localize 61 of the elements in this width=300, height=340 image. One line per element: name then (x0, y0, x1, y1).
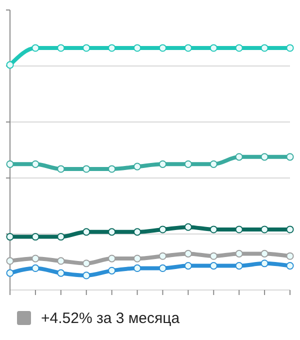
point (260, 260, 268, 268)
point (184, 250, 192, 258)
point (158, 226, 167, 234)
point (235, 44, 243, 52)
point (57, 232, 65, 241)
point (6, 160, 14, 168)
point (6, 257, 14, 265)
point (286, 252, 294, 260)
point (260, 250, 268, 258)
point (158, 252, 167, 260)
point (133, 228, 142, 236)
legend-label: +4.52% за 3 месяца (41, 310, 180, 327)
point (184, 44, 192, 52)
point (133, 254, 142, 262)
point (210, 226, 218, 234)
point (184, 262, 192, 270)
point (108, 44, 116, 52)
point (32, 232, 40, 241)
point (57, 44, 65, 52)
point (57, 165, 65, 173)
point (108, 254, 116, 262)
point (32, 264, 40, 272)
point (133, 162, 142, 170)
point (235, 226, 243, 234)
point (158, 264, 167, 272)
point (133, 44, 142, 52)
point (32, 254, 40, 262)
point (57, 269, 65, 277)
point (286, 226, 294, 234)
point (184, 160, 192, 168)
point (32, 160, 40, 168)
point (82, 272, 90, 280)
point (6, 61, 14, 69)
point (286, 153, 294, 161)
point (158, 44, 167, 52)
point (158, 160, 167, 168)
point (82, 228, 90, 236)
point (32, 44, 40, 52)
point (210, 160, 218, 168)
point (82, 260, 90, 268)
point (260, 226, 268, 234)
point (108, 165, 116, 173)
point (210, 252, 218, 260)
point (235, 250, 243, 258)
point (210, 44, 218, 52)
point (286, 44, 294, 52)
point (57, 257, 65, 265)
point (210, 262, 218, 270)
point (82, 44, 90, 52)
point (6, 232, 14, 241)
point (82, 165, 90, 173)
point (184, 223, 192, 231)
point (133, 264, 142, 272)
point (6, 269, 14, 277)
point (108, 228, 116, 236)
point (235, 153, 243, 161)
point (286, 262, 294, 270)
point (260, 153, 268, 161)
point (260, 44, 268, 52)
point (108, 266, 116, 274)
point (235, 262, 243, 270)
